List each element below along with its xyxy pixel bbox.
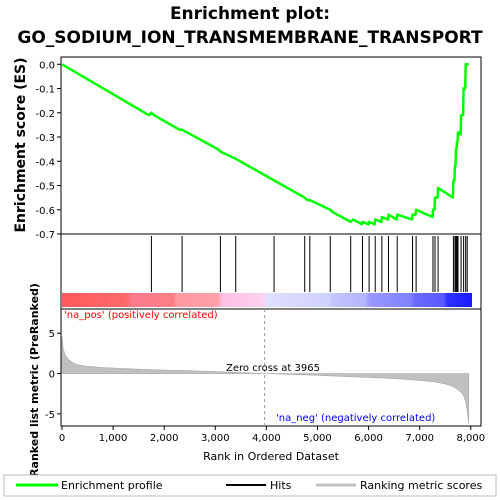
es-y-axis: 0.0 -0.1 -0.2 -0.3 -0.4 -0.5 -0.6 -0.7 [35, 60, 61, 241]
es-y-tick-label: -0.5 [35, 182, 55, 193]
x-tick-label: 0 [59, 433, 65, 444]
es-y-tick-label: -0.6 [35, 206, 55, 217]
na-neg-label: 'na_neg' (negatively correlated) [276, 413, 435, 424]
legend-item-metric: Ranking metric scores [316, 479, 482, 492]
x-tick-label: 6,000 [354, 433, 383, 444]
x-axis-label: Rank in Ordered Dataset [203, 450, 340, 463]
es-panel-frame [60, 56, 482, 235]
metric-panel-frame [60, 308, 482, 427]
legend-label-metric: Ranking metric scores [360, 479, 482, 492]
legend-item-hits: Hits [226, 479, 292, 492]
x-tick-label: 7,000 [405, 433, 434, 444]
x-tick-label: 4,000 [252, 433, 281, 444]
x-tick-label: 3,000 [201, 433, 230, 444]
na-pos-label: 'na_pos' (positively correlated) [64, 310, 218, 321]
enrichment-profile-path [61, 63, 469, 226]
zero-cross-label: Zero cross at 3965 [226, 363, 320, 374]
metric-y-tick-label: -5 [45, 410, 55, 421]
es-y-tick-label: -0.3 [35, 133, 55, 144]
x-tick-label: 5,000 [303, 433, 332, 444]
legend-label-profile: Enrichment profile [61, 479, 163, 492]
es-y-axis-label: Enrichment score (ES) [13, 57, 29, 232]
x-axis: 0 1,000 2,000 3,000 4,000 5,000 6,000 7,000 8,00… [59, 426, 485, 444]
x-tick-label: 8,000 [456, 433, 485, 444]
ranked-metric-fill [61, 336, 469, 424]
es-y-tick-label: -0.2 [35, 109, 55, 120]
x-tick-label: 1,000 [99, 433, 128, 444]
x-tick-label: 2,000 [150, 433, 179, 444]
ranked-metric-area [61, 336, 469, 424]
hit-marks [150, 236, 468, 292]
es-y-tick-label: -0.7 [35, 230, 55, 241]
legend-label-hits: Hits [270, 479, 292, 492]
enrichment-profile-line [61, 63, 469, 226]
metric-y-tick-label: 5 [49, 329, 55, 340]
metric-y-axis: 5 0 -5 [45, 329, 61, 421]
metric-y-tick-label: 0 [49, 370, 55, 381]
es-y-tick-label: -0.4 [35, 157, 55, 168]
es-y-tick-label: -0.1 [35, 85, 55, 96]
es-y-tick-label: 0.0 [39, 60, 55, 71]
metric-y-axis-label: Ranked list metric (PreRanked) [28, 283, 41, 477]
legend-item-profile: Enrichment profile [16, 479, 163, 492]
chart-title-line1: Enrichment plot: [169, 4, 331, 24]
ranking-heat-bar [62, 293, 472, 307]
chart-title-line2: GO_SODIUM_ION_TRANSMEMBRANE_TRANSPORT [17, 28, 483, 48]
